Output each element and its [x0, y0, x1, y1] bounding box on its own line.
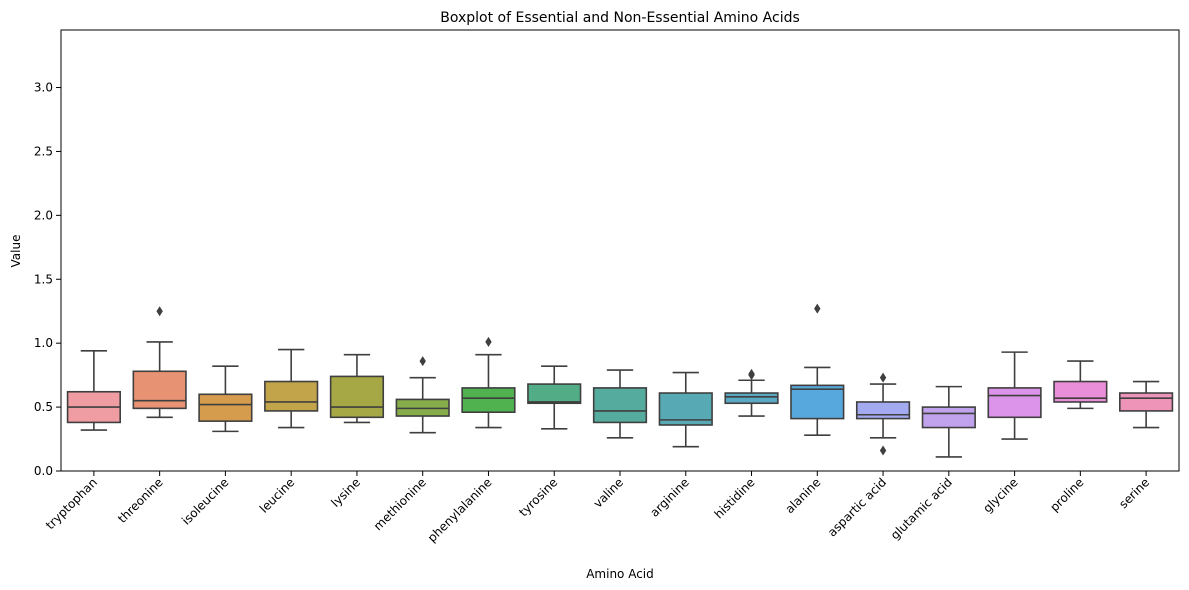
- box: [790, 384, 845, 420]
- x-tick-label: valine: [591, 475, 626, 510]
- x-tick-label: leucine: [257, 475, 297, 515]
- box-group-valine: [592, 369, 648, 439]
- x-tick-label: glycine: [980, 475, 1020, 515]
- box-group-glutamic-acid: [921, 385, 976, 458]
- x-tick-label: histidine: [712, 475, 758, 521]
- y-tick-label: 0.5: [34, 400, 53, 414]
- x-tick-label: alanine: [782, 475, 823, 516]
- outlier-point: [156, 306, 163, 317]
- box: [1119, 392, 1174, 412]
- x-tick-label: proline: [1047, 475, 1086, 514]
- box-group-glycine: [987, 351, 1042, 440]
- y-axis-label: Value: [9, 235, 23, 268]
- x-tick-label: tryptophan: [43, 475, 100, 532]
- outlier-point: [748, 368, 755, 379]
- y-tick-label: 2.5: [34, 144, 53, 158]
- plot-area: [66, 303, 1174, 458]
- x-tick-label: methionine: [371, 475, 429, 533]
- y-tick-label: 3.0: [34, 81, 53, 95]
- box: [592, 387, 648, 424]
- box-group-alanine: [790, 303, 845, 437]
- x-tick-label: arginine: [647, 475, 692, 520]
- box: [461, 387, 516, 414]
- x-tick-label: tyrosine: [516, 475, 560, 519]
- box: [724, 392, 779, 405]
- box-group-isoleucine: [198, 365, 253, 433]
- box: [132, 370, 187, 410]
- box-group-aspartic-acid: [855, 372, 911, 456]
- box-group-threonine: [132, 306, 187, 419]
- box: [855, 401, 911, 420]
- y-tick-label: 1.5: [34, 272, 53, 286]
- box-group-histidine: [724, 368, 779, 417]
- x-tick-label: glutamic acid: [888, 475, 955, 542]
- outlier-point: [879, 445, 887, 456]
- box-group-tryptophan: [66, 350, 121, 431]
- box-group-phenylalanine: [461, 336, 516, 429]
- box: [987, 387, 1042, 419]
- box-group-proline: [1053, 360, 1108, 410]
- box: [329, 375, 385, 419]
- x-tick-label: phenylalanine: [425, 475, 495, 545]
- box-group-methionine: [395, 356, 450, 434]
- box: [264, 380, 319, 412]
- box-group-lysine: [329, 353, 385, 424]
- box: [921, 406, 976, 429]
- y-tick-label: 1.0: [34, 336, 53, 350]
- box-group-arginine: [658, 371, 713, 448]
- y-tick-label: 2.0: [34, 208, 53, 222]
- x-axis-label: Amino Acid: [586, 567, 654, 581]
- x-tick-label: lysine: [328, 475, 363, 510]
- outlier-point: [879, 372, 887, 383]
- box-group-leucine: [264, 348, 319, 429]
- box-group-serine: [1119, 380, 1174, 429]
- box: [198, 393, 253, 422]
- outlier-point: [485, 336, 492, 347]
- y-tick-label: 0.0: [34, 464, 53, 478]
- x-tick-label: isoleucine: [179, 475, 231, 527]
- box: [1053, 380, 1108, 403]
- outlier-point: [419, 356, 426, 367]
- outlier-point: [814, 303, 821, 314]
- box: [527, 383, 582, 405]
- chart-title: Boxplot of Essential and Non-Essential A…: [440, 10, 800, 26]
- x-tick-label: threonine: [115, 475, 166, 526]
- box-group-tyrosine: [527, 365, 582, 430]
- x-tick-label: serine: [1116, 475, 1152, 511]
- x-tick-label: aspartic acid: [825, 475, 889, 539]
